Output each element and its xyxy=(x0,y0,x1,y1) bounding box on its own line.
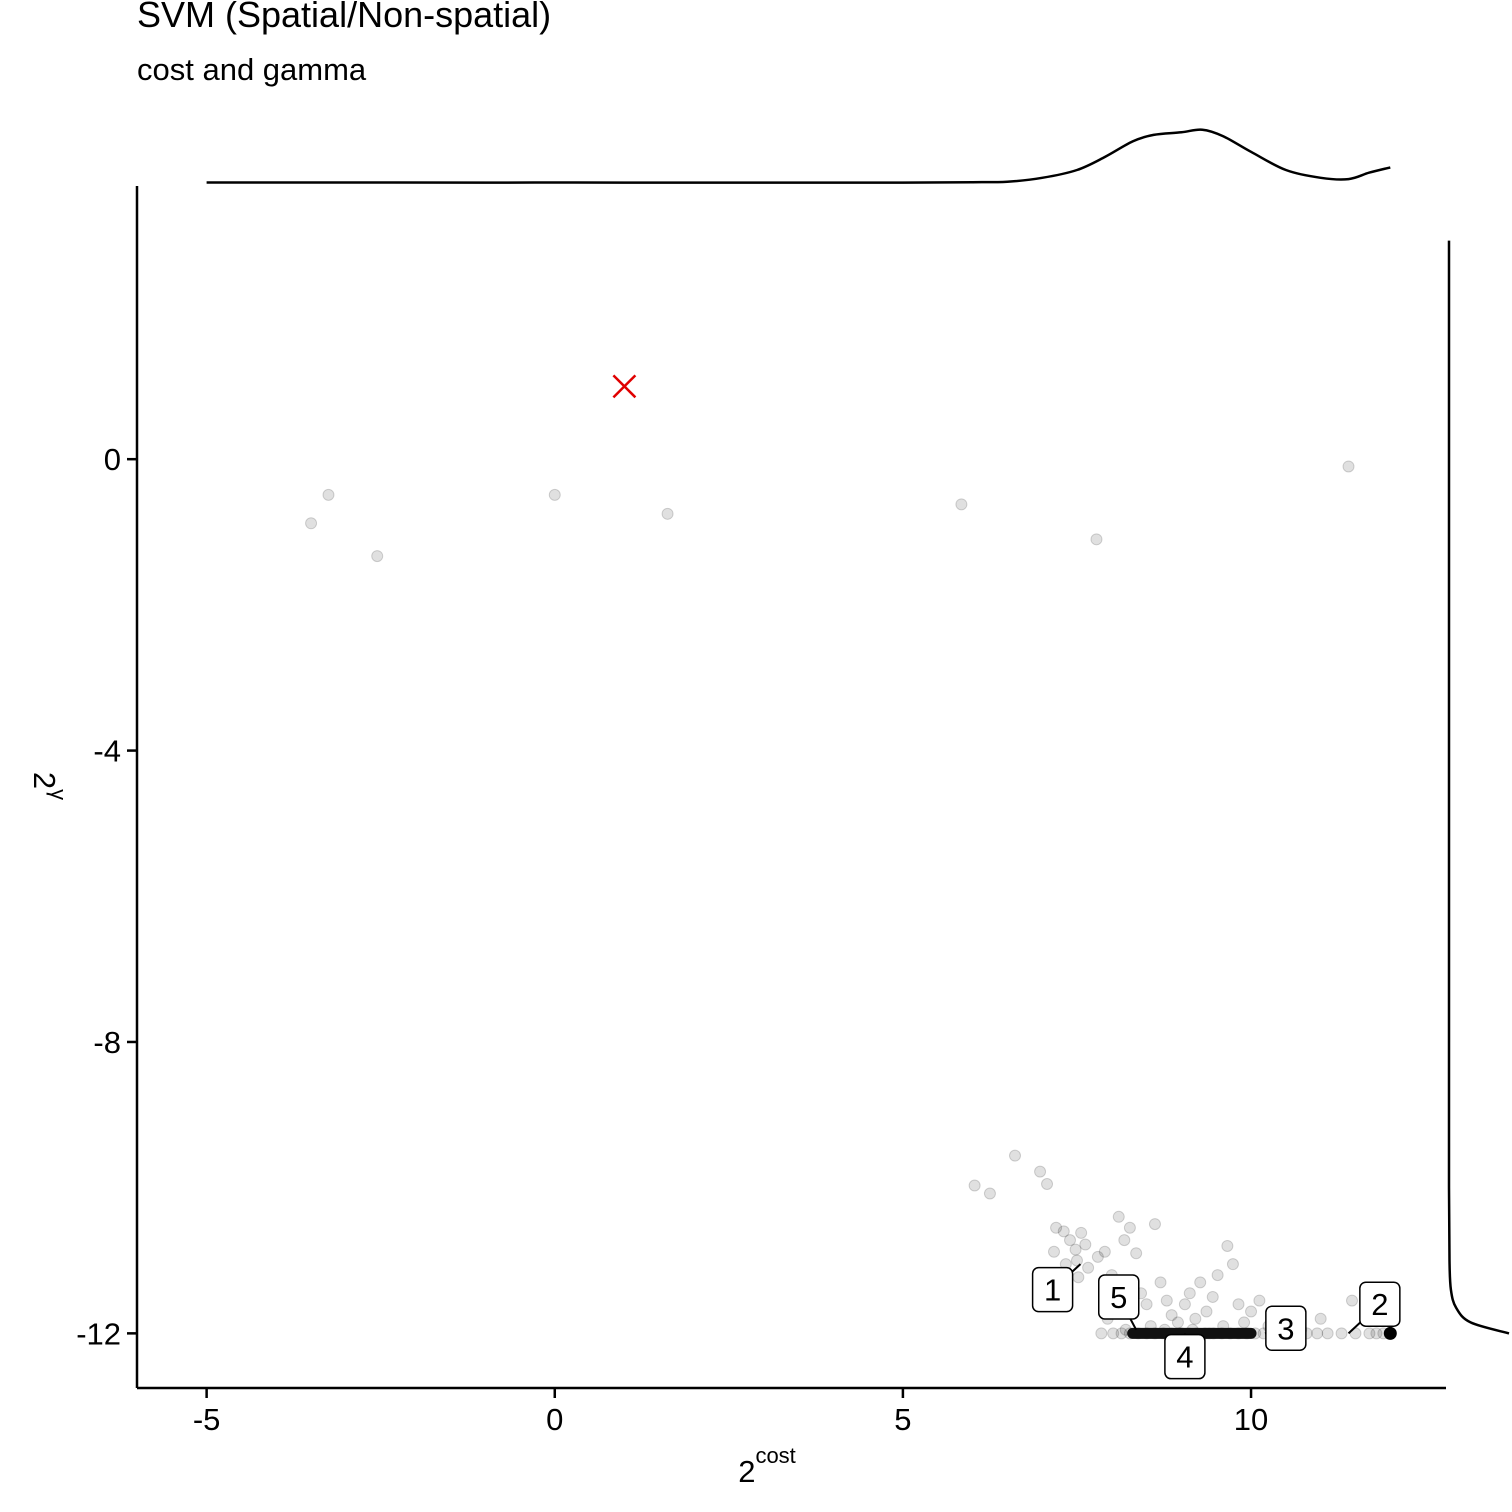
data-point-9 xyxy=(968,1179,981,1192)
y-tick-label-2: -8 xyxy=(93,1025,121,1060)
data-point-6 xyxy=(1090,533,1103,546)
data-point-56 xyxy=(1346,1294,1359,1307)
data-point-30 xyxy=(1130,1247,1143,1260)
data-point-1 xyxy=(322,488,335,501)
data-point-47 xyxy=(1226,1258,1239,1271)
point-labels-layer: 1 5 4 3 2 xyxy=(1031,1263,1401,1380)
y-density-curve xyxy=(1447,240,1510,1335)
best-marker-layer xyxy=(612,374,637,399)
chart-title: SVM (Spatial/Non-spatial) xyxy=(137,0,552,35)
best-marker-stroke-b xyxy=(612,374,637,399)
data-point-4 xyxy=(661,507,674,520)
data-point-69 xyxy=(1115,1327,1128,1340)
label-box-4 xyxy=(1359,1281,1401,1327)
y-axis-label-sup: γ xyxy=(46,789,71,800)
data-point-22 xyxy=(1072,1271,1085,1284)
data-point-24 xyxy=(1091,1250,1104,1263)
data-point-67 xyxy=(1095,1327,1108,1340)
data-point-41 xyxy=(1194,1276,1207,1289)
y-axis-label: 2γ xyxy=(27,772,71,800)
data-point-25 xyxy=(1098,1245,1111,1258)
data-point-48 xyxy=(1232,1298,1245,1311)
data-point-23 xyxy=(1082,1261,1095,1274)
data-point-28 xyxy=(1118,1234,1131,1247)
data-point-97 xyxy=(1370,1327,1383,1340)
points-layer xyxy=(305,460,1397,1340)
data-point-55 xyxy=(1314,1312,1327,1325)
label-text-0: 1 xyxy=(1044,1273,1061,1308)
label-box-3 xyxy=(1265,1305,1307,1352)
x-tick-label-1: 0 xyxy=(546,1402,563,1437)
data-point-13 xyxy=(1050,1221,1063,1234)
data-point-93 xyxy=(1321,1327,1334,1340)
label-text-2: 4 xyxy=(1176,1340,1193,1375)
label-text-1: 5 xyxy=(1110,1280,1127,1315)
data-point-17 xyxy=(1070,1254,1083,1267)
data-point-35 xyxy=(1160,1294,1173,1307)
x-tick-label-2: 5 xyxy=(894,1402,911,1437)
data-point-96 xyxy=(1363,1327,1376,1340)
data-point-36 xyxy=(1165,1309,1178,1322)
axes xyxy=(135,186,1446,1390)
y-tick-label-1: -4 xyxy=(93,734,121,769)
x-axis-ticks: -5 0 5 10 xyxy=(193,1388,1268,1437)
y-axis-ticks: 0 -4 -8 -12 xyxy=(76,442,137,1351)
label-box-0 xyxy=(1031,1266,1074,1313)
label-box-2 xyxy=(1164,1333,1206,1380)
data-point-11 xyxy=(1034,1165,1047,1178)
x-tick-label-3: 10 xyxy=(1234,1402,1268,1437)
chart-subtitle: cost and gamma xyxy=(137,52,367,87)
x-axis-label: 2cost xyxy=(738,1443,796,1489)
data-point-34 xyxy=(1154,1276,1167,1289)
highlight-point-0 xyxy=(1383,1326,1397,1340)
data-point-27 xyxy=(1112,1210,1125,1223)
data-point-51 xyxy=(1253,1294,1266,1307)
data-point-7 xyxy=(1342,460,1355,473)
y-tick-label-3: -12 xyxy=(76,1316,121,1351)
data-point-29 xyxy=(1123,1221,1136,1234)
data-point-12 xyxy=(1041,1178,1054,1191)
data-point-2 xyxy=(371,550,384,563)
data-point-15 xyxy=(1064,1234,1077,1247)
data-point-3 xyxy=(548,488,561,501)
x-density-panel xyxy=(206,128,1391,184)
data-point-46 xyxy=(1221,1239,1234,1252)
y-density-panel xyxy=(1447,240,1510,1335)
data-point-32 xyxy=(1140,1298,1153,1311)
data-point-37 xyxy=(1171,1316,1184,1329)
data-point-10 xyxy=(983,1187,996,1200)
data-point-18 xyxy=(1075,1226,1088,1239)
label-text-3: 3 xyxy=(1277,1311,1294,1346)
x-axis-label-base: 2 xyxy=(738,1454,755,1489)
data-point-20 xyxy=(1047,1245,1060,1258)
x-tick-label-0: -5 xyxy=(193,1402,221,1437)
data-point-44 xyxy=(1211,1269,1224,1282)
data-point-50 xyxy=(1245,1305,1258,1318)
data-point-19 xyxy=(1079,1238,1092,1251)
data-point-39 xyxy=(1183,1287,1196,1300)
data-point-42 xyxy=(1200,1305,1213,1318)
data-point-16 xyxy=(1069,1243,1082,1256)
data-point-49 xyxy=(1238,1316,1251,1329)
x-axis-label-sup: cost xyxy=(755,1443,795,1468)
data-point-43 xyxy=(1206,1290,1219,1303)
data-point-8 xyxy=(1009,1149,1022,1162)
y-tick-label-0: 0 xyxy=(104,442,121,477)
data-point-14 xyxy=(1057,1225,1070,1238)
data-point-40 xyxy=(1189,1312,1202,1325)
y-axis-label-base: 2 xyxy=(27,772,62,789)
data-point-0 xyxy=(305,517,318,530)
data-point-33 xyxy=(1148,1218,1161,1231)
data-point-94 xyxy=(1335,1327,1348,1340)
label-text-4: 2 xyxy=(1371,1287,1388,1322)
data-point-92 xyxy=(1311,1327,1324,1340)
label-box-1 xyxy=(1098,1274,1140,1320)
best-marker xyxy=(612,374,637,399)
data-point-68 xyxy=(1107,1327,1120,1340)
x-density-curve xyxy=(206,128,1391,184)
data-point-38 xyxy=(1178,1298,1191,1311)
data-point-5 xyxy=(955,498,968,511)
